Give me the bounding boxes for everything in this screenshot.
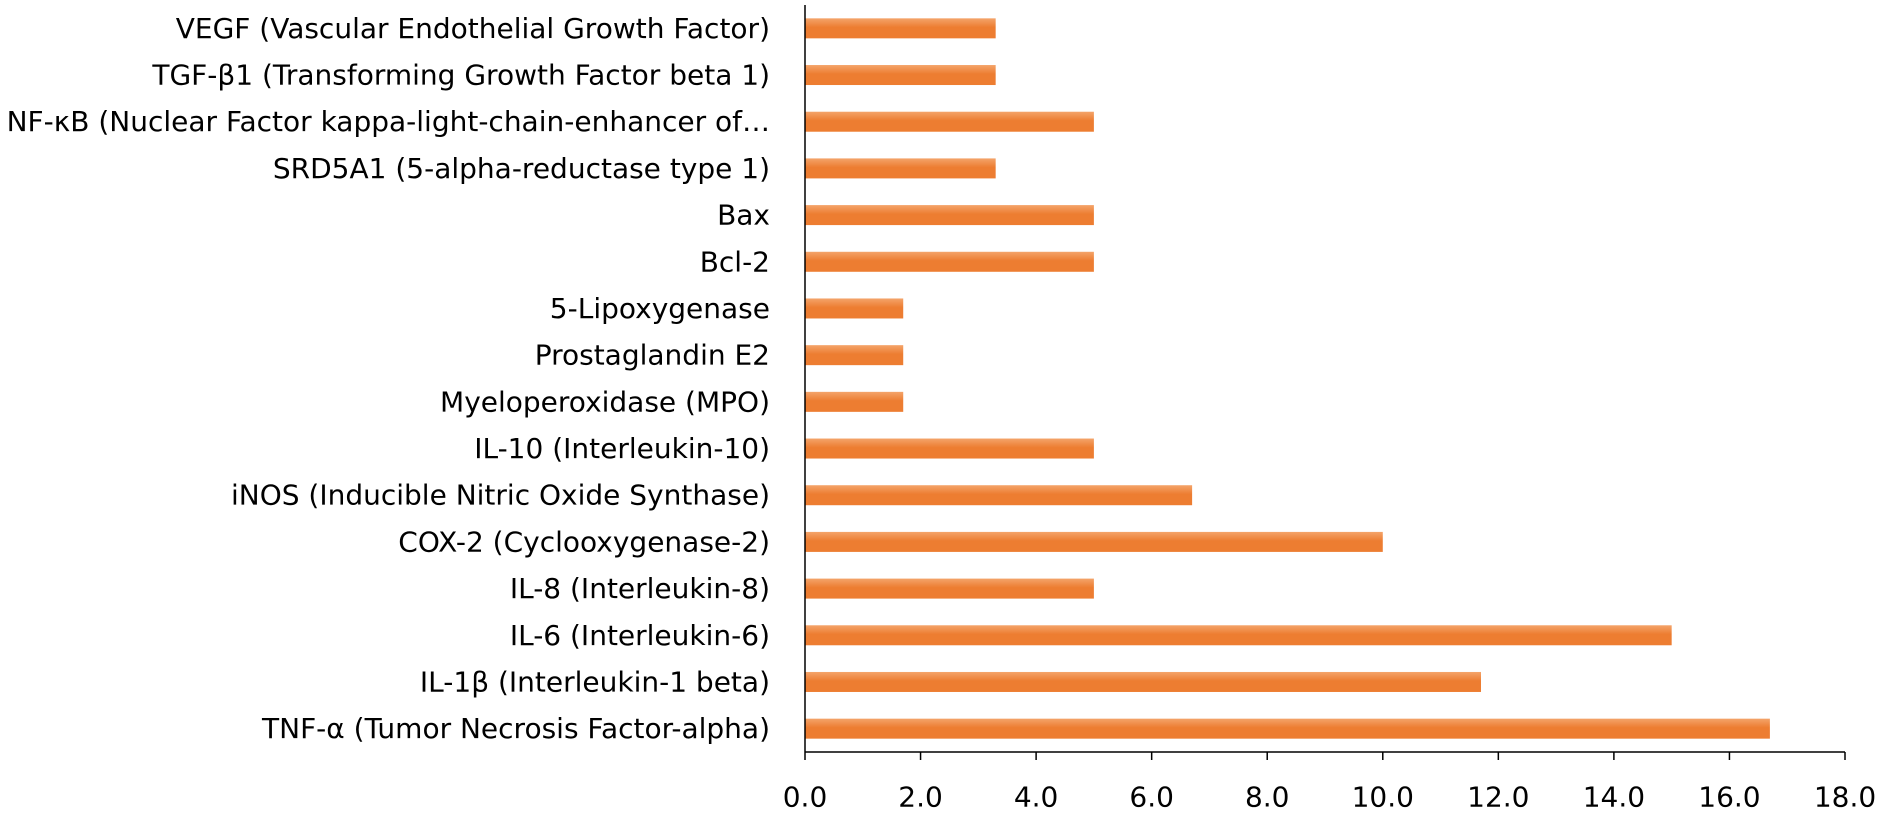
category-label: iNOS (Inducible Nitric Oxide Synthase) — [231, 479, 770, 512]
bar — [805, 251, 1094, 272]
bar — [805, 111, 1094, 132]
category-label: IL-8 (Interleukin-8) — [510, 572, 770, 605]
x-tick-label: 2.0 — [898, 781, 943, 812]
x-tick-label: 14.0 — [1583, 781, 1645, 812]
category-label: Bcl-2 — [700, 245, 770, 278]
x-tick-label: 4.0 — [1014, 781, 1059, 812]
bar — [805, 625, 1672, 646]
category-label: Prostaglandin E2 — [535, 339, 770, 372]
category-label: Myeloperoxidase (MPO) — [440, 385, 770, 418]
bar — [805, 18, 996, 39]
bar — [805, 485, 1193, 506]
x-tick-label: 6.0 — [1129, 781, 1174, 812]
category-label: IL-1β (Interleukin-1 beta) — [420, 665, 770, 698]
category-label: IL-10 (Interleukin-10) — [474, 432, 770, 465]
bar — [805, 205, 1094, 226]
category-label: 5-Lipoxygenase — [550, 292, 770, 325]
x-tick-label: 0.0 — [783, 781, 828, 812]
bar — [805, 531, 1383, 552]
bar — [805, 158, 996, 179]
category-label: COX-2 (Cyclooxygenase-2) — [398, 525, 770, 558]
category-label: IL-6 (Interleukin-6) — [510, 619, 770, 652]
category-label: SRD5A1 (5-alpha-reductase type 1) — [273, 152, 770, 185]
bar — [805, 438, 1094, 459]
bar — [805, 65, 996, 86]
bar — [805, 578, 1094, 599]
x-tick-label: 16.0 — [1698, 781, 1760, 812]
bar — [805, 345, 904, 366]
x-tick-label: 10.0 — [1352, 781, 1414, 812]
x-tick-label: 18.0 — [1814, 781, 1876, 812]
bars-layer — [805, 18, 1770, 739]
x-tick-label: 12.0 — [1467, 781, 1529, 812]
x-tick-label: 8.0 — [1245, 781, 1290, 812]
category-label: TNF-α (Tumor Necrosis Factor-alpha) — [261, 712, 770, 745]
category-label: NF-κB (Nuclear Factor kappa-light-chain-… — [7, 105, 770, 138]
category-labels: TNF-α (Tumor Necrosis Factor-alpha) IL-1β… — [7, 12, 770, 745]
bar — [805, 391, 904, 412]
x-tick-labels: 0.0 2.0 4.0 6.0 8.0 10.0 12.0 14.0 16.0 18.0 — [783, 781, 1876, 814]
category-label: VEGF (Vascular Endothelial Growth Factor… — [176, 12, 770, 45]
axis-layer — [804, 5, 1846, 760]
category-label: TGF-β1 (Transforming Growth Factor beta … — [151, 59, 770, 92]
bar — [805, 671, 1481, 692]
bar — [805, 298, 904, 319]
category-label: Bax — [717, 199, 770, 232]
bar — [805, 718, 1770, 739]
